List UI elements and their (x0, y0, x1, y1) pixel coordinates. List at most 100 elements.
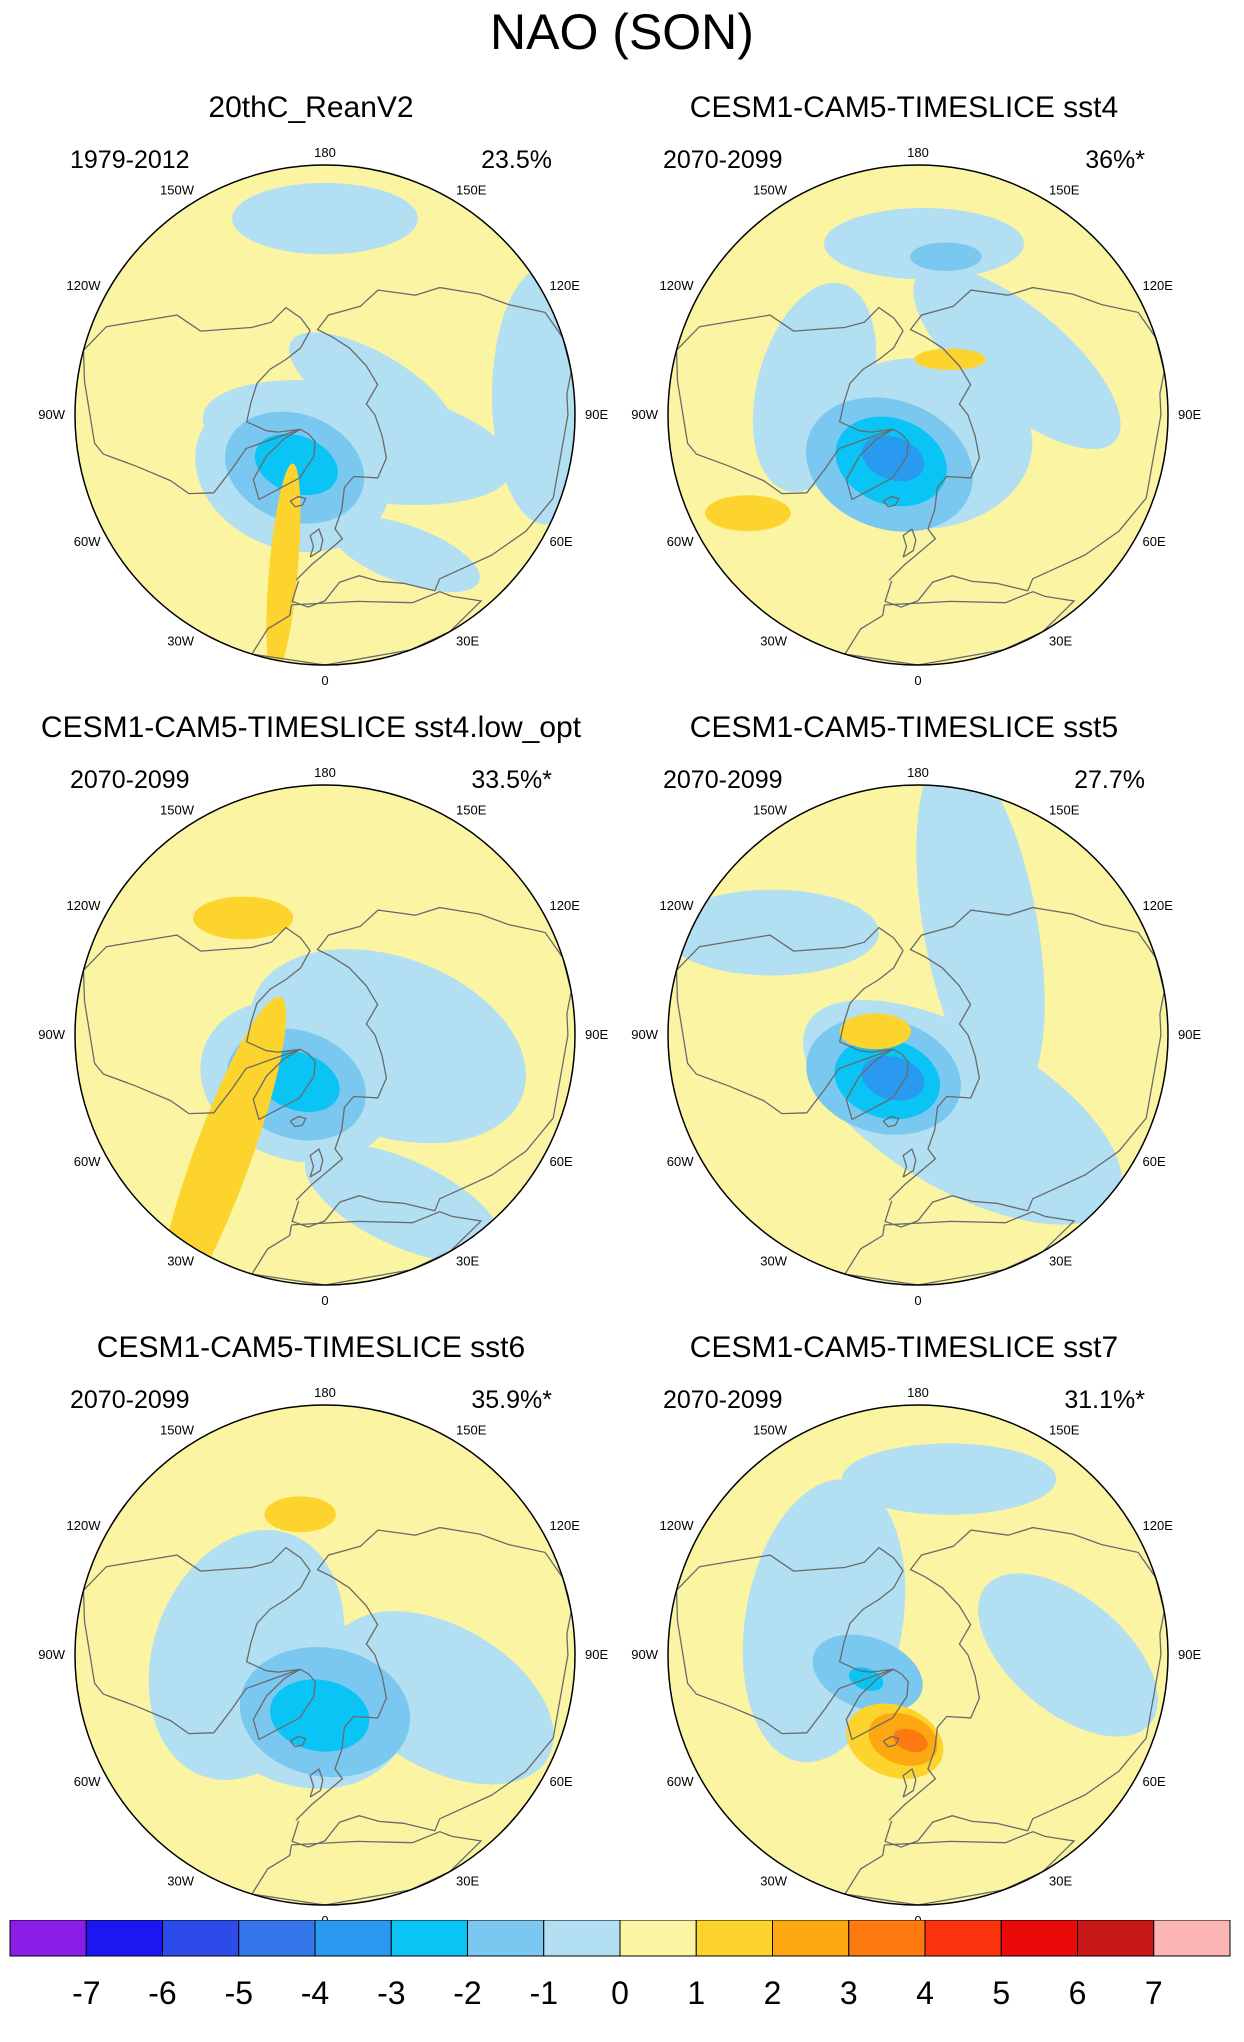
longitude-label: 30E (456, 1874, 479, 1889)
greenland-coastline (845, 1668, 909, 1741)
colorbar-swatch (543, 1920, 621, 1957)
colorbar-swatch (314, 1920, 392, 1957)
panel-variance: 36%* (1085, 146, 1145, 174)
longitude-label: 120W (67, 1518, 102, 1533)
panel-period: 2070-2099 (70, 766, 190, 794)
longitude-label: 30W (760, 1874, 787, 1889)
longitude-label: 30W (167, 1874, 194, 1889)
eurasia-coastline (884, 1526, 1165, 1848)
positive-anomaly-contour (893, 1728, 928, 1753)
panel-variance: 23.5% (481, 146, 552, 174)
colorbar-label: -6 (148, 1975, 176, 2011)
colorbar-swatch (467, 1920, 545, 1957)
panel-title: CESM1-CAM5-TIMESLICE sst5 (689, 711, 1119, 744)
britain-coastline (902, 1148, 917, 1178)
colorbar-swatch (9, 1920, 87, 1957)
colorbar-label: -7 (72, 1975, 100, 2011)
panel-variance: 27.7% (1074, 766, 1145, 794)
panel-title: CESM1-CAM5-TIMESLICE sst4.low_opt (40, 711, 582, 744)
longitude-label: 30E (1049, 634, 1072, 649)
colorbar-swatch (1000, 1920, 1078, 1957)
longitude-label: 60W (667, 1774, 694, 1789)
panel-sst4: 180 150W 150E 120W 120E 90W 90E 60W 60E 30W 30E 0 C… (593, 90, 1215, 710)
britain-coastline (309, 1768, 324, 1798)
longitude-label: 60W (74, 1774, 101, 1789)
colorbar-label: -5 (225, 1975, 253, 2011)
longitude-label: 150W (753, 1423, 788, 1438)
anomaly-field (157, 896, 527, 1285)
longitude-label: 60E (1143, 1774, 1166, 1789)
longitude-label: 90W (38, 1027, 65, 1042)
anomaly-field (705, 208, 1121, 532)
longitude-label: 60E (550, 534, 573, 549)
north-america-coastline (675, 926, 904, 1115)
eurasia-coastline (291, 286, 572, 608)
positive-anomaly-contour (839, 1013, 911, 1050)
panel-title: CESM1-CAM5-TIMESLICE sst4 (689, 91, 1119, 124)
colorbar-label: 7 (1145, 1975, 1163, 2011)
longitude-label: 90W (631, 1647, 658, 1662)
colorbar-label: 0 (611, 1975, 629, 2011)
positive-anomaly-contour (914, 348, 986, 370)
longitude-label: 150E (456, 803, 487, 818)
north-america-coastline (82, 306, 311, 495)
coastlines (675, 906, 1165, 1285)
greenland-coastline (252, 1048, 316, 1121)
colorbar-swatch (1077, 1920, 1155, 1957)
negative-anomaly-contour (288, 332, 454, 444)
longitude-label: 90E (585, 1647, 608, 1662)
panel-period: 2070-2099 (70, 1386, 190, 1414)
longitude-label: 150E (456, 183, 487, 198)
britain-coastline (902, 1768, 917, 1798)
longitude-label: 180 (907, 145, 929, 160)
longitude-label: 120E (550, 278, 581, 293)
longitude-label: 120W (660, 1518, 695, 1533)
greenland-coastline (252, 428, 316, 501)
positive-anomaly-contour (705, 495, 791, 532)
north-america-coastline (675, 1546, 904, 1735)
panel-variance: 35.9%* (471, 1386, 552, 1414)
longitude-label: 150W (753, 803, 788, 818)
longitude-label: 150E (1049, 1423, 1080, 1438)
greenland-coastline (845, 1048, 909, 1121)
longitude-label: 180 (314, 1385, 336, 1400)
longitude-label: 120W (660, 278, 695, 293)
panel-period: 2070-2099 (663, 766, 783, 794)
longitude-label: 60E (550, 1154, 573, 1169)
longitude-label: 90W (38, 1647, 65, 1662)
colorbar-label: -3 (377, 1975, 405, 2011)
britain-coastline (902, 528, 917, 558)
longitude-label: 90W (631, 1027, 658, 1042)
longitude-label: 30W (760, 1254, 787, 1269)
longitude-label: 90E (585, 1027, 608, 1042)
colorbar-label: 5 (992, 1975, 1010, 2011)
longitude-label: 150W (160, 803, 195, 818)
colorbar-label: 3 (840, 1975, 858, 2011)
longitude-label: 0 (321, 1293, 328, 1308)
negative-anomaly-contour (861, 1056, 925, 1101)
colorbar-label: -1 (530, 1975, 558, 2011)
panel-title: CESM1-CAM5-TIMESLICE sst6 (96, 1331, 526, 1364)
colorbar-label: 1 (687, 1975, 705, 2011)
longitude-label: 120E (550, 898, 581, 913)
panel-variance: 31.1%* (1064, 1386, 1145, 1414)
anomaly-field (668, 785, 1123, 1225)
colorbar-label: 2 (764, 1975, 782, 2011)
longitude-label: 150E (1049, 183, 1080, 198)
longitude-label: 60W (667, 1154, 694, 1169)
map-border (667, 1404, 1169, 1906)
colorbar-swatch (238, 1920, 316, 1957)
colorbar-label: 6 (1069, 1975, 1087, 2011)
longitude-label: 30W (760, 634, 787, 649)
iceland-coastline (289, 1115, 307, 1128)
panel-sst5: 180 150W 150E 120W 120E 90W 90E 60W 60E 30W 30E 0 C… (593, 710, 1215, 1330)
iceland-coastline (882, 1115, 900, 1128)
negative-anomaly-contour (861, 435, 925, 482)
longitude-label: 120W (67, 898, 102, 913)
negative-anomaly-contour (978, 1573, 1158, 1737)
